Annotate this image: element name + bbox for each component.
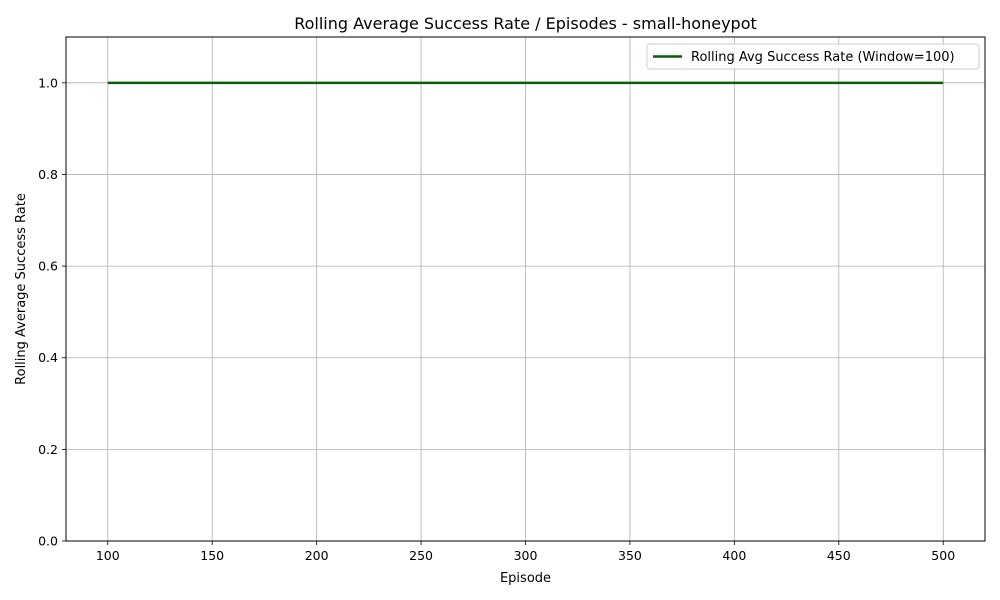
x-axis-label: Episode	[500, 571, 551, 586]
y-axis: 0.0 0.2 0.4 0.6 0.8 1.0	[38, 75, 66, 549]
y-tick-label: 0.4	[38, 350, 58, 365]
x-tick-label: 300	[514, 548, 538, 563]
x-tick-label: 350	[618, 548, 642, 563]
y-tick-label: 0.2	[38, 442, 58, 457]
chart-title: Rolling Average Success Rate / Episodes …	[294, 14, 757, 33]
legend-box	[646, 43, 980, 70]
y-tick-label: 0.6	[38, 259, 58, 274]
x-tick-label: 200	[305, 548, 329, 563]
y-axis-label: Rolling Average Success Rate	[14, 193, 29, 385]
legend: Rolling Avg Success Rate (Window=100)	[646, 43, 980, 70]
x-tick-label: 500	[931, 548, 955, 563]
x-axis: 100 150 200 250 300 350 400 450 500	[96, 541, 955, 563]
x-tick-label: 400	[722, 548, 746, 563]
y-tick-label: 0.0	[38, 534, 58, 549]
y-tick-label: 0.8	[38, 167, 58, 182]
x-tick-label: 250	[409, 548, 433, 563]
x-tick-label: 100	[96, 548, 120, 563]
grid-lines	[66, 37, 985, 542]
y-tick-label: 1.0	[38, 75, 58, 90]
x-tick-label: 150	[200, 548, 224, 563]
legend-label: Rolling Avg Success Rate (Window=100)	[691, 50, 955, 65]
x-tick-label: 450	[827, 548, 851, 563]
